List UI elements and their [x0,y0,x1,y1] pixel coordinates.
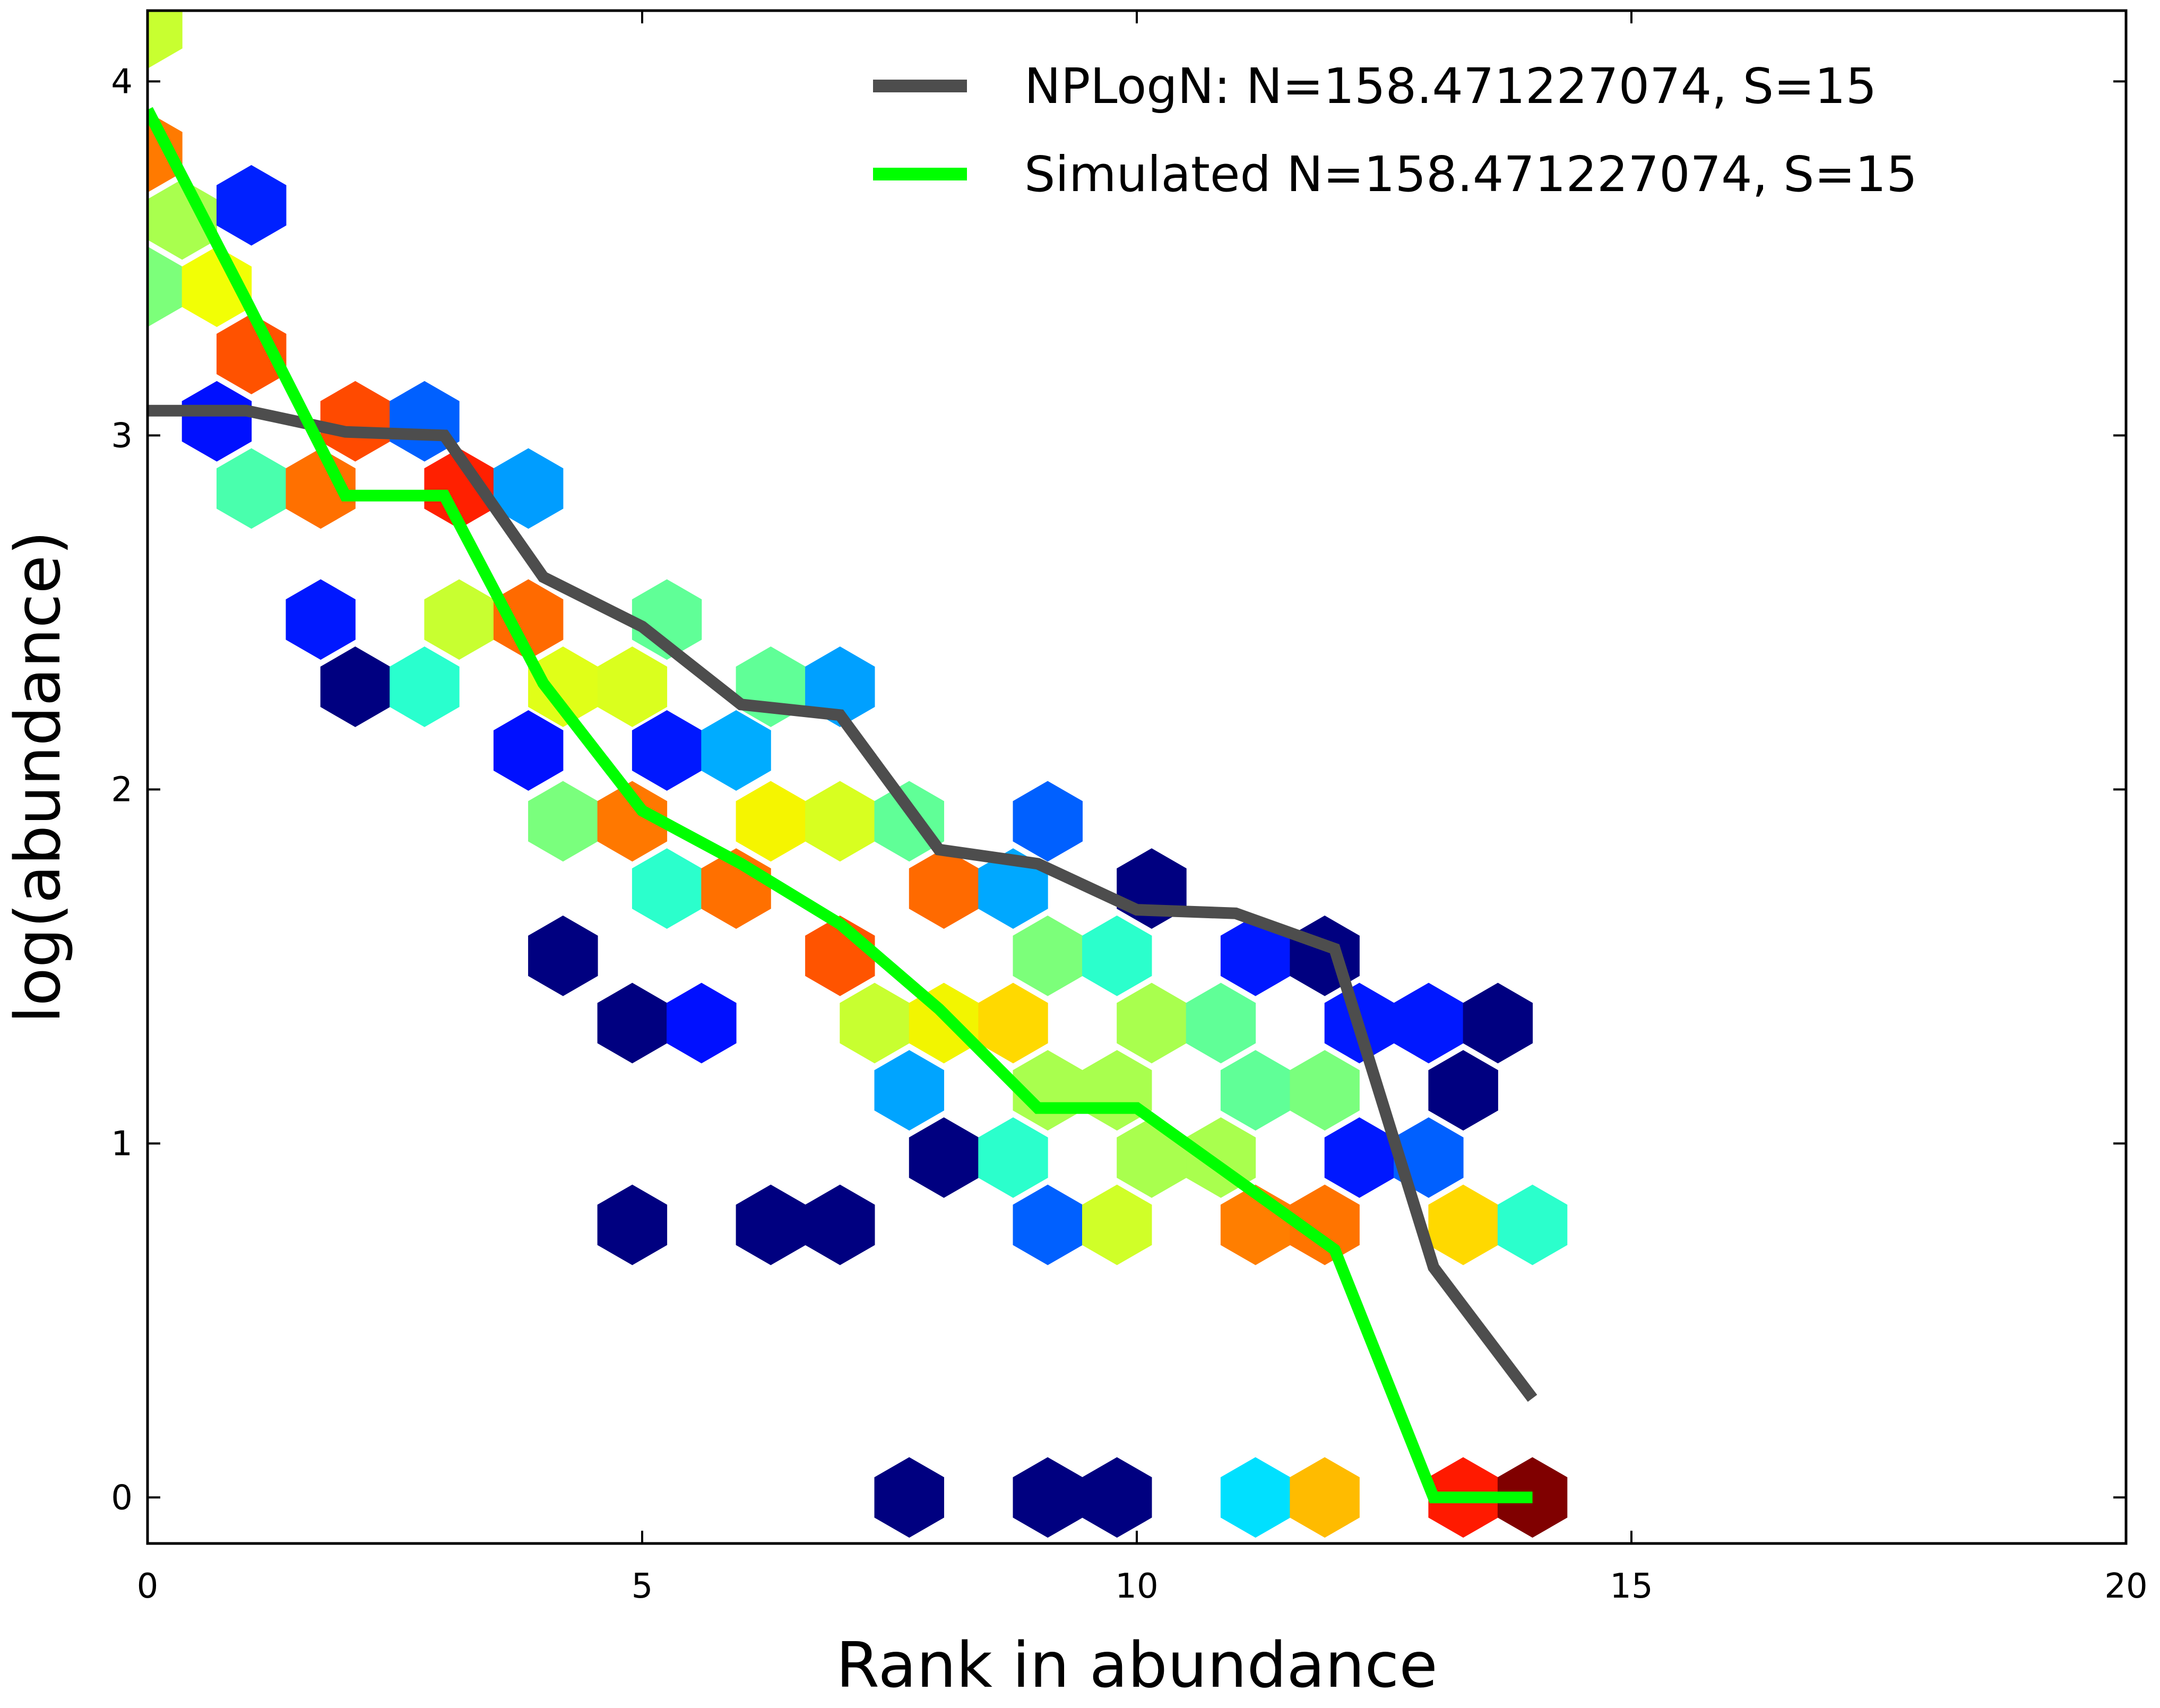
tick-layer: 0 5 10 15 20 0 1 2 3 4 [111,11,2148,1606]
y-axis-label: log(abundance) [1,531,74,1023]
hexbin-cell [528,915,598,996]
y-tick-label: 1 [111,1124,133,1163]
x-axis-label: Rank in abundance [836,1628,1438,1702]
hexbin-cell [1290,1184,1360,1265]
hexbin-cell [978,1117,1048,1198]
legend: NPLogN: N=158.471227074, S=15 Simulated … [873,58,1917,203]
hexbin-cell [1186,982,1256,1064]
x-tick-label: 5 [632,1567,653,1606]
hexbin-cell [1082,1184,1152,1265]
x-tick-label: 10 [1115,1567,1158,1606]
x-tick-label: 15 [1610,1567,1653,1606]
x-tick-label: 0 [137,1567,159,1606]
hexbin-layer [148,11,1568,1538]
x-tick-label: 20 [2104,1567,2147,1606]
hexbin-cell [182,381,252,462]
hexbin-cell [1463,982,1533,1064]
hexbin-cell [286,579,356,660]
hexbin-cell [217,165,287,246]
line-layer [148,107,1537,1504]
hexbin-cell [1290,1050,1360,1131]
hexbin-cell [1428,1050,1498,1131]
hexbin-cell [390,646,460,727]
hexbin-cell [667,982,737,1064]
y-tick-label: 4 [111,62,133,101]
legend-label-simulated: Simulated N=158.471227074, S=15 [1024,146,1917,203]
hexbin-cell [1082,1457,1152,1538]
series-line-1 [148,107,1533,1504]
hexbin-cell [978,982,1048,1064]
y-tick-label: 3 [111,416,133,455]
hexbin-cell [597,781,668,862]
hexbin-cell [1082,915,1152,996]
hexbin-cell [805,646,875,727]
plot-background [148,11,2126,1543]
y-tick-label: 2 [111,770,133,809]
series-line-0 [148,404,1537,1402]
hexbin-cell [148,11,183,69]
hexbin-cell [701,710,771,791]
y-tick-label: 0 [111,1478,133,1517]
hexbin-cell [597,1184,668,1265]
hexbin-cell [874,1457,944,1538]
hexbin-cell [597,646,668,727]
hexbin-cell [493,710,564,791]
hexbin-cell [1290,1457,1360,1538]
legend-label-nplogn: NPLogN: N=158.471227074, S=15 [1024,58,1877,115]
hexbin-cell [874,1050,944,1131]
hexbin-cell [805,1184,875,1265]
hexbin-cell [1497,1184,1568,1265]
hexbin-cell [493,448,564,529]
hexbin-cell [1013,781,1083,862]
